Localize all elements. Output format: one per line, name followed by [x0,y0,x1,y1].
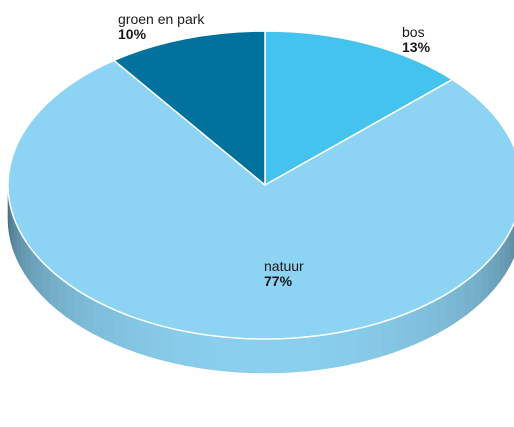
pie-side-wall-segment [415,304,428,345]
pie-side-wall-segment [160,325,174,364]
pie-side-wall-segment [185,331,199,369]
pie-side-wall-segment [404,309,417,349]
pie-side-wall-segment [124,313,137,353]
pie-side-wall-segment [426,298,438,340]
pie-side-wall-segment [113,309,126,349]
pie-slice-groen-en-park [113,30,266,186]
pie-side-wall-segment [172,328,186,366]
pie-side-wall-segment [102,304,115,345]
pie-side-wall-segment [211,335,226,372]
slice-percent-natuur: 77% [264,273,293,289]
pie-slices [7,30,514,340]
pie-side-wall-segment [344,328,358,366]
pie-slice-natuur [7,59,514,340]
pie-side-wall-segment [331,331,345,369]
pie-side-walls [7,184,514,374]
pie-side-wall-segment [446,287,457,329]
pie-side-wall-segment [278,337,293,374]
pie-side-wall-segment [82,293,94,334]
pie-side-wall-segment [304,335,319,372]
pie-side-wall-segment [73,287,84,329]
slice-label-groen-en-park: groen en park [118,11,205,27]
pie-side-wall-segment [237,337,252,374]
pie-side-wall-segment [251,338,266,374]
pie-side-wall-segment [381,317,394,357]
pie-side-wall-segment [136,317,149,357]
pie-side-wall-segment [436,293,448,334]
pie-side-wall-segment [198,333,212,370]
pie-side-wall-segment [369,321,382,361]
pie-side-wall-segment [356,325,370,364]
slice-label-bos: bos [402,24,425,40]
pie-side-wall-segment [92,298,104,340]
slice-label-natuur: natuur [264,258,304,274]
pie-slice-bos [264,30,454,186]
slice-percent-groen-en-park: 10% [118,26,147,42]
pie-side-wall-segment [224,336,239,373]
pie-side-wall-segment [393,313,406,353]
slice-percent-bos: 13% [402,39,431,55]
pie-side-wall-segment [291,336,306,373]
pie-side-wall-segment [318,333,332,370]
pie-side-wall-segment [264,338,279,374]
pie-side-wall-segment [148,321,161,361]
